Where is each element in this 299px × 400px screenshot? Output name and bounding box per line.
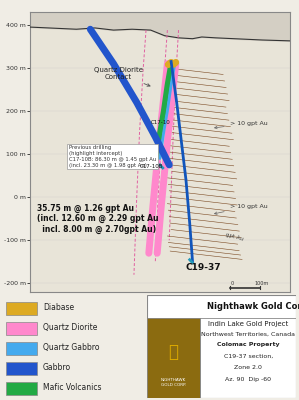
FancyBboxPatch shape: [147, 318, 200, 398]
Text: 0: 0: [231, 281, 234, 286]
Text: > 10 gpt Au: > 10 gpt Au: [215, 121, 267, 129]
Text: NIGHTHAWK
GOLD CORP.: NIGHTHAWK GOLD CORP.: [161, 378, 186, 387]
Text: gpt Au: gpt Au: [225, 232, 244, 241]
FancyBboxPatch shape: [6, 362, 37, 375]
Text: Quartz Gabbro: Quartz Gabbro: [43, 343, 99, 352]
Text: 🦅: 🦅: [168, 342, 179, 360]
Text: > 10 gpt Au: > 10 gpt Au: [215, 204, 267, 214]
Text: Zone 2.0: Zone 2.0: [234, 364, 262, 370]
FancyBboxPatch shape: [6, 322, 37, 335]
Text: C19-37 section,: C19-37 section,: [224, 354, 273, 359]
Text: Nighthawk Gold Corp.: Nighthawk Gold Corp.: [207, 302, 299, 311]
FancyBboxPatch shape: [6, 302, 37, 315]
Text: Gabbro: Gabbro: [43, 363, 71, 372]
Text: Previous drilling
(highlight intercept)
C17-10B: 86.30 m @ 1.45 gpt Au
(incl. 23: Previous drilling (highlight intercept) …: [69, 145, 156, 168]
Text: Northwest Territories, Canada: Northwest Territories, Canada: [201, 332, 295, 336]
Text: Quartz Diorite: Quartz Diorite: [43, 323, 97, 332]
Text: Diabase: Diabase: [43, 303, 74, 312]
Text: C17-10B: C17-10B: [140, 164, 163, 169]
FancyBboxPatch shape: [6, 342, 37, 355]
Text: Mafic Volcanics: Mafic Volcanics: [43, 383, 101, 392]
Text: 100m: 100m: [255, 281, 269, 286]
Text: Az. 90  Dip -60: Az. 90 Dip -60: [225, 377, 271, 382]
Text: C17-10: C17-10: [151, 120, 170, 125]
FancyBboxPatch shape: [147, 295, 296, 398]
Text: 35.75 m @ 1.26 gpt Au
(incl. 12.60 m @ 2.29 gpt Au
  incl. 8.00 m @ 2.70gpt Au): 35.75 m @ 1.26 gpt Au (incl. 12.60 m @ 2…: [37, 204, 159, 234]
Text: Quartz Diorite
Contact: Quartz Diorite Contact: [94, 67, 150, 86]
Text: Colomac Property: Colomac Property: [217, 342, 280, 347]
Text: C19-37: C19-37: [186, 262, 222, 272]
FancyBboxPatch shape: [6, 382, 37, 396]
Text: Indin Lake Gold Project: Indin Lake Gold Project: [208, 321, 288, 327]
